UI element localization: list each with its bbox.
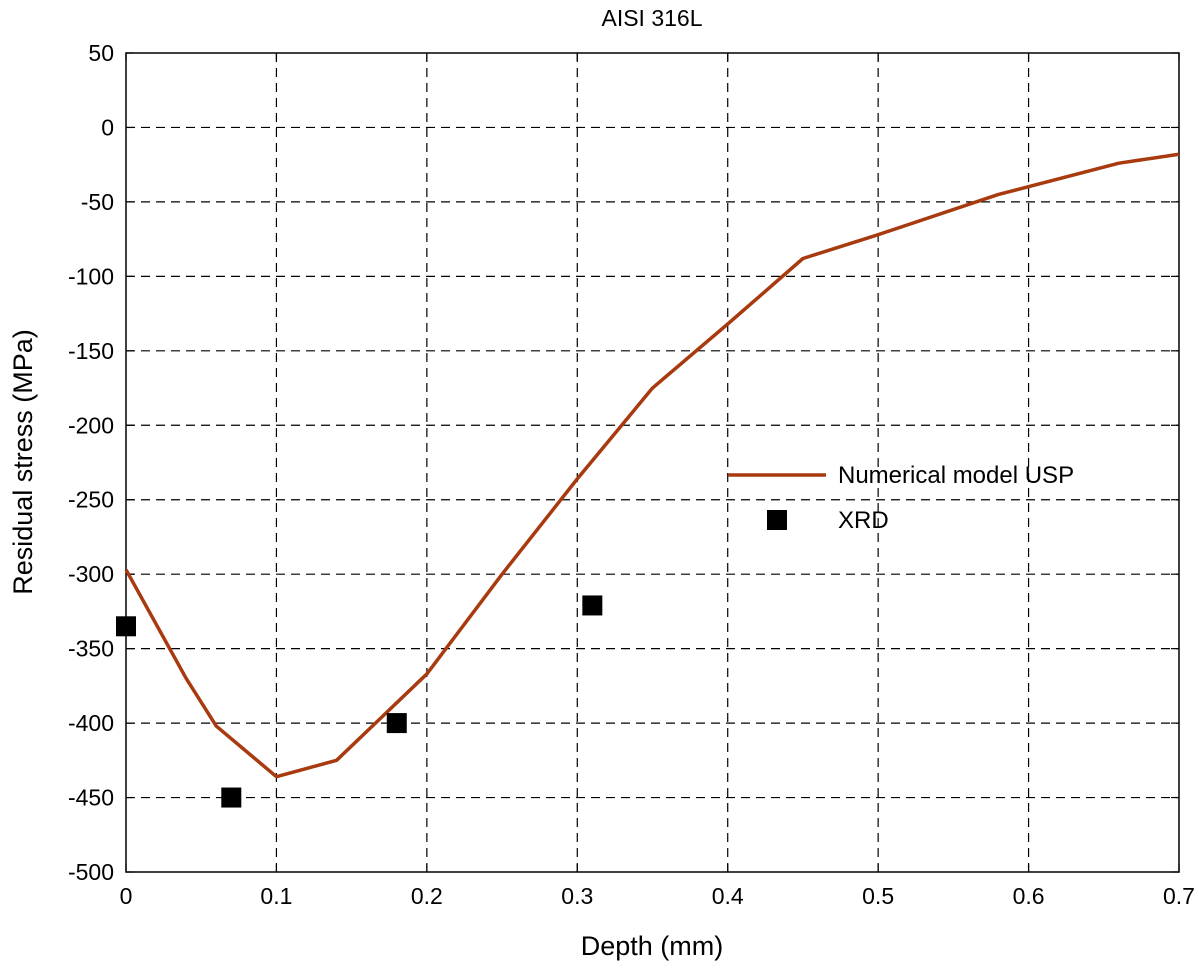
xrd-data-point (116, 616, 136, 637)
x-axis-tick-labels: 0 0.1 0.2 0.3 0.4 0.5 0.6 0.7 (120, 883, 1195, 909)
x-tick-label: 0.1 (260, 883, 292, 909)
y-tick-label: -350 (68, 636, 114, 662)
legend-marker-swatch (767, 510, 787, 530)
y-tick-label: -450 (68, 785, 114, 811)
grid-lines (126, 53, 1179, 872)
legend-label-numerical: Numerical model USP (838, 462, 1074, 489)
y-tick-label: -300 (68, 561, 114, 587)
x-tick-label: 0.7 (1163, 883, 1195, 909)
y-tick-label: -50 (81, 189, 114, 215)
y-tick-label: -200 (68, 412, 114, 438)
xrd-data-point (582, 595, 603, 616)
x-tick-label: 0.6 (1013, 883, 1045, 909)
x-axis-title: Depth (mm) (581, 931, 724, 961)
y-axis-title: Residual stress (MPa) (8, 329, 38, 595)
x-tick-label: 0 (120, 883, 133, 909)
plot-frame (125, 52, 1180, 873)
legend-label-xrd: XRD (838, 507, 889, 534)
axis-ticks (125, 52, 1180, 873)
y-tick-label: 0 (101, 114, 114, 140)
legend: Numerical model USP XRD (728, 462, 1074, 534)
series-line-numerical-model (124, 152, 1180, 779)
y-axis-tick-labels: 50 0 -50 -100 -150 -200 -250 -300 -350 -400 -450 -5… (68, 40, 114, 885)
y-tick-label: -250 (68, 487, 114, 513)
y-tick-label: -500 (68, 859, 114, 885)
chart-title: AISI 316L (601, 5, 702, 31)
y-tick-label: -400 (68, 710, 114, 736)
y-tick-label: -150 (68, 338, 114, 364)
x-tick-label: 0.4 (712, 883, 744, 909)
x-tick-label: 0.5 (862, 883, 894, 909)
x-tick-label: 0.3 (561, 883, 593, 909)
y-tick-label: 50 (88, 40, 114, 66)
data-series (116, 152, 1180, 808)
xrd-data-point (221, 787, 242, 808)
xrd-data-point (386, 713, 407, 734)
x-tick-label: 0.2 (411, 883, 443, 909)
y-tick-label: -100 (68, 263, 114, 289)
